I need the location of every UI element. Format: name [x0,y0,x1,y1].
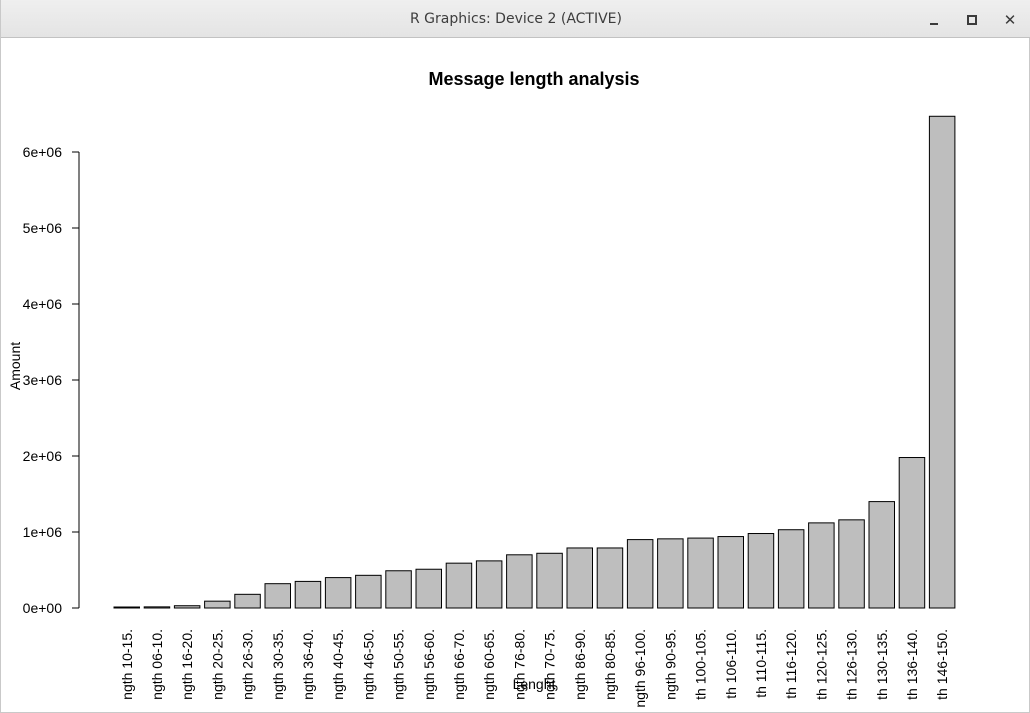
x-tick-label: ngth 70-75. [542,629,558,700]
bars [113,115,956,609]
bar [355,574,382,609]
y-tick-label: 6e+06 [23,144,63,160]
minimize-icon [930,22,938,25]
bar [506,554,533,609]
bar [264,583,291,609]
bar [566,547,593,609]
x-tick-label: ngth 36-40. [300,629,316,700]
bar [838,519,865,609]
maximize-icon [967,15,977,25]
bar [928,115,956,609]
x-tick-label: ngth 20-25. [209,629,225,700]
chart-title: Message length analysis [428,69,639,89]
x-tick-label: ngth 76-80. [511,629,527,700]
x-tick-label: ngth 66-70. [451,629,467,700]
bar [324,577,352,609]
bar [234,593,261,609]
x-tick-label: ngth 06-10. [149,629,165,700]
x-tick-label: th 106-110. [723,629,739,699]
bar [475,560,503,609]
bar [294,580,322,609]
y-tick-label: 5e+06 [23,220,63,236]
bar [596,547,624,609]
x-tick-labels: ngth 10-15. ngth 06-10. ngth 16-20. ngth 20… [119,629,950,708]
x-tick-label: th 136-140. [904,629,920,700]
bar [204,600,231,609]
bar [415,568,442,609]
y-tick-label: 0e+00 [23,600,63,616]
x-tick-label: ngth 16-20. [179,629,195,700]
bar [536,552,563,609]
x-tick-label: ngth 56-60. [421,629,437,700]
bar [747,533,775,609]
x-tick-label: ngth 86-90. [572,629,588,700]
bar [657,538,684,609]
x-tick-label: th 146-150. [934,629,950,700]
x-tick-label: ngth 96-100. [632,629,648,708]
x-axis-label: Lenght [513,676,556,692]
x-tick-label: ngth 50-55. [391,629,407,700]
bar [445,562,473,609]
x-tick-label: th 100-105. [693,629,709,700]
bar [626,539,654,609]
bar [777,529,805,609]
bar [687,537,714,609]
y-tick-label: 2e+06 [23,448,63,464]
title-bar[interactable]: R Graphics: Device 2 (ACTIVE) ✕ [1,0,1030,38]
x-tick-label: ngth 60-65. [481,629,497,700]
x-tick-label: ngth 10-15. [119,629,135,700]
y-axis: 0e+00 1e+06 2e+06 3e+06 4e+06 5e+06 6e+06 [23,144,80,616]
window-title: R Graphics: Device 2 (ACTIVE) [410,11,622,27]
x-tick-label: ngth 26-30. [240,629,256,700]
x-tick-label: th 130-135. [874,629,890,700]
y-tick-label: 3e+06 [23,372,63,388]
x-tick-label: th 120-125. [813,629,829,700]
bar [868,501,895,609]
x-tick-label: ngth 46-50. [360,629,376,700]
bar [173,605,201,609]
y-tick-label: 4e+06 [23,296,63,312]
y-axis-label: Amount [7,342,23,390]
bar [143,606,171,609]
x-tick-label: ngth 80-85. [602,629,618,700]
close-button[interactable]: ✕ [999,9,1021,31]
x-tick-label: th 110-115. [753,629,769,698]
bar [717,536,744,609]
x-tick-label: ngth 40-45. [330,629,346,700]
maximize-button[interactable] [961,9,983,31]
bar [898,457,926,609]
x-tick-label: th 126-130. [844,629,860,700]
close-icon: ✕ [1003,10,1017,29]
minimize-button[interactable] [923,9,945,31]
bar [808,522,835,609]
bar-chart: Message length analysis 0e+00 1e+06 2e+06 3… [7,69,956,708]
x-tick-label: ngth 90-95. [662,629,678,700]
bar [385,570,412,609]
bar [113,606,140,609]
x-tick-label: ngth 30-35. [270,629,286,700]
y-tick-label: 1e+06 [23,524,63,540]
x-tick-label: th 116-120. [783,629,799,699]
